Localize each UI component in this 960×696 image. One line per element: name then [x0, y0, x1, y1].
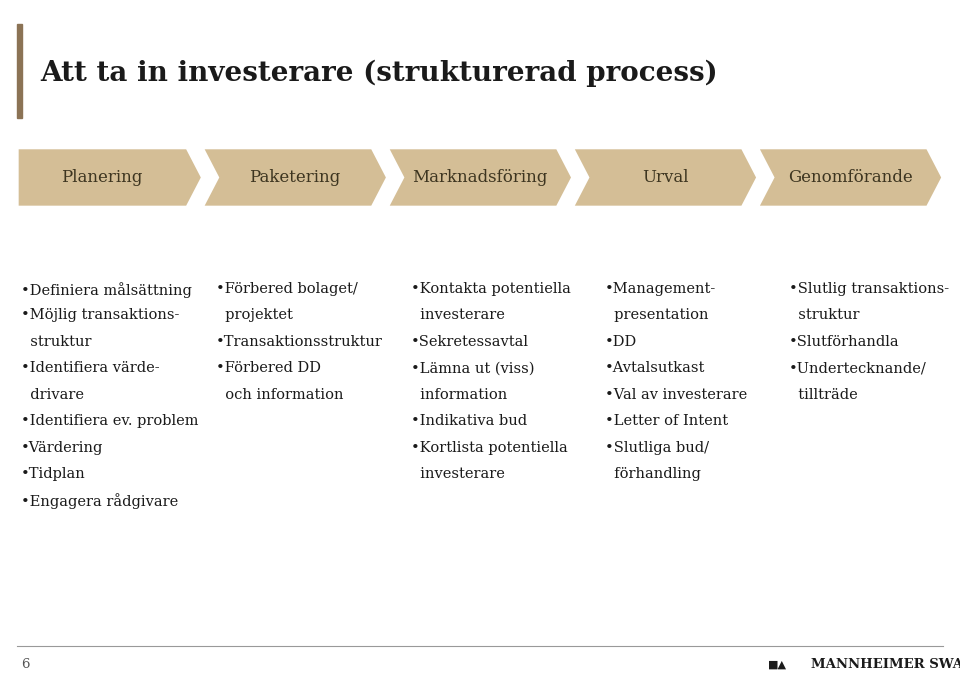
Text: •Definiera målsättning: •Definiera målsättning — [21, 282, 192, 298]
Text: •DD: •DD — [605, 335, 637, 349]
Text: presentation: presentation — [605, 308, 708, 322]
Text: Paketering: Paketering — [250, 169, 341, 186]
Text: investerare: investerare — [411, 308, 505, 322]
Text: •Möjlig transaktions-: •Möjlig transaktions- — [21, 308, 180, 322]
Text: MANNHEIMER SWARTLING: MANNHEIMER SWARTLING — [811, 658, 960, 671]
Text: •Identifiera ev. problem: •Identifiera ev. problem — [21, 414, 199, 428]
Text: Att ta in investerare (strukturerad process): Att ta in investerare (strukturerad proc… — [40, 59, 718, 87]
Text: tillträde: tillträde — [789, 388, 858, 402]
Text: •Slutliga bud/: •Slutliga bud/ — [605, 441, 708, 454]
Text: Planering: Planering — [61, 169, 143, 186]
Text: •Avtalsutkast: •Avtalsutkast — [605, 361, 706, 375]
Text: •Indikativa bud: •Indikativa bud — [411, 414, 527, 428]
Text: •Slutlig transaktions-: •Slutlig transaktions- — [789, 282, 949, 296]
Text: •Slutförhandla: •Slutförhandla — [789, 335, 900, 349]
Text: •Undertecknande/: •Undertecknande/ — [789, 361, 926, 375]
Text: •Förbered DD: •Förbered DD — [216, 361, 321, 375]
Bar — [17, 24, 22, 118]
Text: •Engagera rådgivare: •Engagera rådgivare — [21, 493, 179, 509]
Text: •Identifiera värde-: •Identifiera värde- — [21, 361, 159, 375]
Text: •Sekretessavtal: •Sekretessavtal — [411, 335, 529, 349]
Polygon shape — [572, 148, 757, 207]
Text: projektet: projektet — [216, 308, 293, 322]
Polygon shape — [17, 148, 203, 207]
Text: och information: och information — [216, 388, 344, 402]
Text: •Kontakta potentiella: •Kontakta potentiella — [411, 282, 571, 296]
Text: •Tidplan: •Tidplan — [21, 467, 85, 481]
Text: •Kortlista potentiella: •Kortlista potentiella — [411, 441, 567, 454]
Text: •Letter of Intent: •Letter of Intent — [605, 414, 728, 428]
Polygon shape — [388, 148, 572, 207]
Polygon shape — [203, 148, 388, 207]
Text: •Transaktionsstruktur: •Transaktionsstruktur — [216, 335, 383, 349]
Text: •Val av investerare: •Val av investerare — [605, 388, 747, 402]
Text: •Lämna ut (viss): •Lämna ut (viss) — [411, 361, 535, 375]
Text: förhandling: förhandling — [605, 467, 701, 481]
Text: •Management-: •Management- — [605, 282, 716, 296]
Text: Genomförande: Genomförande — [788, 169, 913, 186]
Text: •Värdering: •Värdering — [21, 441, 104, 454]
Text: •Förbered bolaget/: •Förbered bolaget/ — [216, 282, 358, 296]
Text: Urval: Urval — [642, 169, 688, 186]
Text: struktur: struktur — [21, 335, 91, 349]
Text: Marknadsföring: Marknadsföring — [412, 169, 548, 186]
Text: 6: 6 — [21, 658, 30, 671]
Text: investerare: investerare — [411, 467, 505, 481]
Polygon shape — [757, 148, 943, 207]
Text: ■▲: ■▲ — [768, 660, 787, 670]
Text: drivare: drivare — [21, 388, 84, 402]
Text: information: information — [411, 388, 507, 402]
Text: struktur: struktur — [789, 308, 859, 322]
